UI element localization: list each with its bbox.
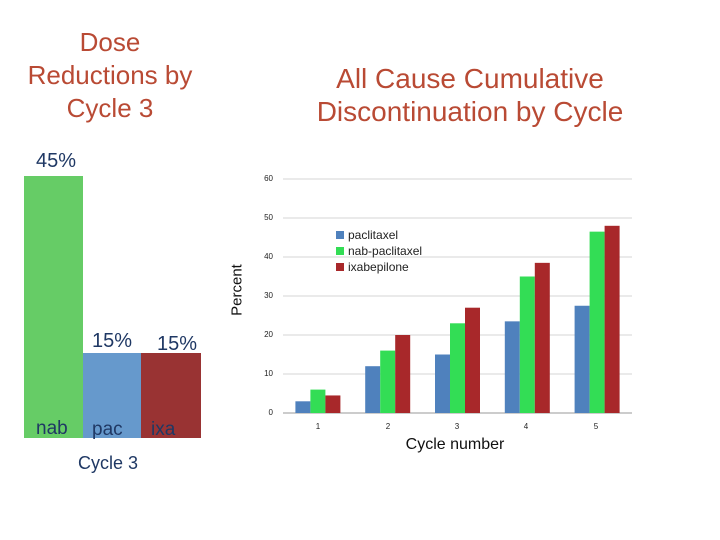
x-tick-label: 5 xyxy=(593,422,599,431)
bar-nab-paclitaxel-cycle-4 xyxy=(519,276,535,413)
bar-ixabepilone-cycle-1 xyxy=(325,395,341,413)
bar-pac xyxy=(83,353,141,438)
legend-swatch-nab-paclitaxel xyxy=(336,247,344,255)
bar-nab-paclitaxel-cycle-3 xyxy=(450,323,465,413)
legend-label-paclitaxel: paclitaxel xyxy=(348,228,399,242)
bar-paclitaxel-cycle-3 xyxy=(435,354,450,413)
legend-item-nab-paclitaxel: nab-paclitaxel xyxy=(336,243,422,259)
bar-paclitaxel-cycle-2 xyxy=(365,366,381,413)
y-tick-label: 10 xyxy=(264,369,273,378)
legend-swatch-ixabepilone xyxy=(336,263,344,271)
bar-paclitaxel-cycle-1 xyxy=(295,401,311,413)
y-tick-label: 60 xyxy=(264,174,273,183)
x-tick-label: 1 xyxy=(315,422,321,431)
bar-ixa xyxy=(141,353,201,438)
y-tick-label: 50 xyxy=(264,213,273,222)
bar-ixabepilone-cycle-3 xyxy=(465,307,480,413)
bar-paclitaxel-cycle-4 xyxy=(504,321,520,413)
y-tick-label: 0 xyxy=(268,408,273,417)
category-label-nab: nab xyxy=(36,418,68,439)
left-x-axis-label: Cycle 3 xyxy=(78,453,139,473)
value-label-ixa: 15% xyxy=(157,333,198,355)
bar-nab-paclitaxel-cycle-2 xyxy=(380,350,396,413)
x-tick-label: 4 xyxy=(523,422,529,431)
bar-nab-paclitaxel-cycle-5 xyxy=(589,231,605,413)
legend-item-ixabepilone: ixabepilone xyxy=(336,259,422,275)
legend: paclitaxel nab-paclitaxel ixabepilone xyxy=(336,227,422,275)
y-tick-label: 20 xyxy=(264,330,273,339)
bar-ixabepilone-cycle-2 xyxy=(395,335,411,413)
legend-item-paclitaxel: paclitaxel xyxy=(336,227,422,243)
y-axis-title: Percent xyxy=(228,264,246,316)
category-label-ixa: ixa xyxy=(151,419,176,440)
x-tick-label: 3 xyxy=(454,422,460,431)
value-label-pac: 15% xyxy=(92,330,133,352)
y-tick-label: 40 xyxy=(264,252,273,261)
x-axis-title: Cycle number xyxy=(405,436,505,453)
legend-label-ixabepilone: ixabepilone xyxy=(348,260,409,274)
category-label-pac: pac xyxy=(92,419,123,440)
bar-nab-paclitaxel-cycle-1 xyxy=(310,389,326,413)
bar-ixabepilone-cycle-4 xyxy=(534,262,550,413)
bar-nab xyxy=(24,176,83,438)
bar-ixabepilone-cycle-5 xyxy=(604,225,620,413)
left-chart-title: Dose Reductions by Cycle 3 xyxy=(27,27,193,123)
right-chart-title: All Cause Cumulative Discontinuation by … xyxy=(316,63,624,127)
legend-label-nab-paclitaxel: nab-paclitaxel xyxy=(348,244,423,258)
y-tick-label: 30 xyxy=(264,291,273,300)
bar-paclitaxel-cycle-5 xyxy=(574,305,590,413)
legend-swatch-paclitaxel xyxy=(336,231,344,239)
x-tick-label: 2 xyxy=(385,422,391,431)
value-label-nab: 45% xyxy=(36,150,77,172)
